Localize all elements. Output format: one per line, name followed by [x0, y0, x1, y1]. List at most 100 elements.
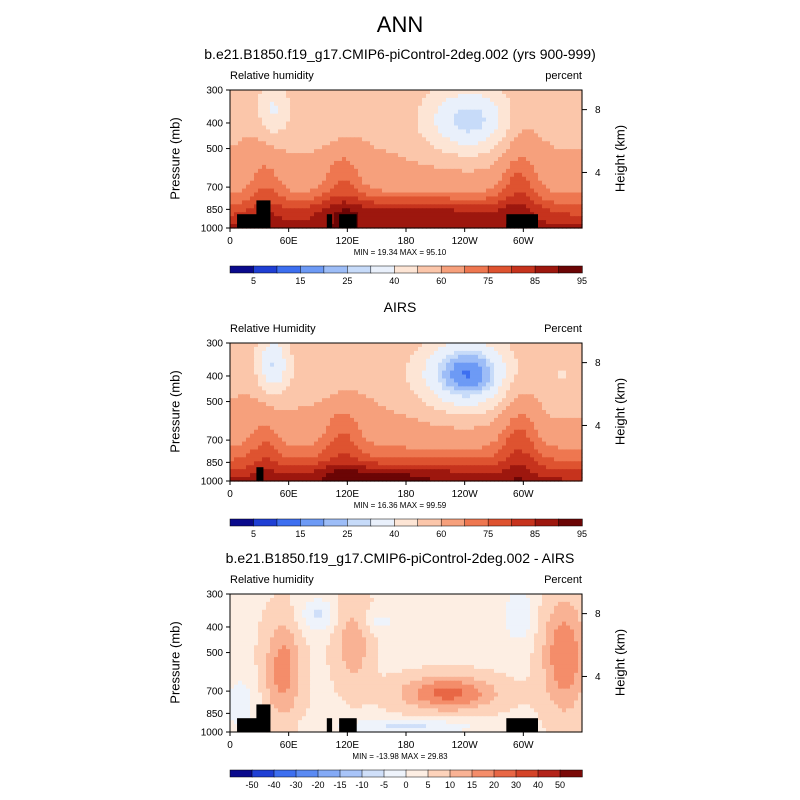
- heatmap-cell: [414, 378, 419, 384]
- heatmap-cell: [254, 90, 259, 95]
- heatmap-cell: [234, 362, 239, 368]
- heatmap-cell: [402, 390, 407, 395]
- heatmap-cell: [414, 417, 419, 423]
- heatmap-cell: [242, 366, 247, 372]
- heatmap-cell: [518, 141, 523, 146]
- heatmap-cell: [510, 180, 515, 186]
- heatmap-cell: [566, 133, 571, 138]
- heatmap-cell: [310, 93, 315, 99]
- heatmap-cell: [514, 149, 519, 154]
- heatmap-cell: [546, 374, 551, 380]
- heatmap-cell: [398, 390, 403, 395]
- heatmap-cell: [390, 125, 395, 131]
- heatmap-cell: [502, 394, 507, 399]
- heatmap-cell: [386, 390, 391, 395]
- heatmap-cell: [402, 121, 407, 127]
- heatmap-cell: [442, 366, 447, 372]
- heatmap-cell: [394, 145, 399, 150]
- heatmap-cell: [458, 121, 463, 127]
- heatmap-cell: [318, 374, 323, 380]
- heatmap-cell: [490, 350, 495, 356]
- heatmap-cell: [482, 417, 487, 423]
- heatmap-cell: [358, 101, 363, 107]
- heatmap-cell: [318, 109, 323, 115]
- heatmap-cell: [530, 362, 535, 368]
- heatmap-cell: [538, 370, 543, 376]
- heatmap-cell: [398, 168, 403, 174]
- heatmap-cell: [246, 90, 251, 95]
- heatmap-cell: [518, 362, 523, 368]
- heatmap-cell: [554, 157, 559, 162]
- heatmap-cell: [278, 101, 283, 107]
- heatmap-cell: [482, 220, 487, 225]
- heatmap-cell: [442, 109, 447, 115]
- heatmap-cell: [274, 188, 279, 194]
- heatmap-cell: [254, 188, 259, 194]
- heatmap-cell: [406, 370, 411, 376]
- heatmap-cell: [466, 133, 471, 138]
- heatmap-cell: [434, 105, 439, 111]
- heatmap-cell: [374, 421, 379, 427]
- heatmap-cell: [342, 157, 347, 162]
- heatmap-cell: [246, 200, 251, 205]
- heatmap-cell: [342, 421, 347, 427]
- heatmap-cell: [350, 374, 355, 380]
- heatmap-cell: [274, 374, 279, 380]
- heatmap-cell: [230, 216, 235, 221]
- heatmap-cell: [390, 208, 395, 213]
- heatmap-cell: [570, 176, 575, 182]
- heatmap-cell: [310, 97, 315, 103]
- heatmap-cell: [298, 362, 303, 368]
- heatmap-cell: [254, 176, 259, 182]
- heatmap-cell: [382, 90, 387, 95]
- heatmap-cell: [342, 386, 347, 391]
- heatmap-cell: [334, 172, 339, 178]
- heatmap-cell: [402, 362, 407, 368]
- heatmap-cell: [362, 145, 367, 150]
- heatmap-cell: [230, 164, 235, 170]
- heatmap-cell: [522, 168, 527, 174]
- heatmap-cell: [518, 421, 523, 427]
- heatmap-cell: [458, 176, 463, 182]
- heatmap-cell: [514, 113, 519, 119]
- heatmap-cell: [290, 398, 295, 403]
- heatmap-cell: [398, 172, 403, 178]
- heatmap-cell: [282, 406, 287, 411]
- heatmap-cell: [294, 121, 299, 127]
- heatmap-cell: [466, 390, 471, 395]
- heatmap-cell: [398, 105, 403, 111]
- heatmap-cell: [398, 192, 403, 198]
- heatmap-cell: [294, 413, 299, 419]
- heatmap-cell: [434, 125, 439, 131]
- heatmap-cell: [566, 180, 571, 186]
- heatmap-cell: [422, 145, 427, 150]
- heatmap-cell: [454, 180, 459, 186]
- heatmap-cell: [302, 97, 307, 103]
- heatmap-cell: [566, 184, 571, 190]
- heatmap-cell: [322, 93, 327, 99]
- heatmap-cell: [282, 145, 287, 150]
- heatmap-cell: [530, 386, 535, 391]
- heatmap-cell: [510, 141, 515, 146]
- heatmap-cell: [502, 208, 507, 213]
- heatmap-cell: [522, 121, 527, 127]
- heatmap-cell: [570, 386, 575, 391]
- heatmap-cell: [282, 109, 287, 115]
- heatmap-cell: [434, 374, 439, 380]
- heatmap-cell: [570, 105, 575, 111]
- heatmap-cell: [486, 129, 491, 134]
- heatmap-cell: [238, 394, 243, 399]
- heatmap-cell: [494, 125, 499, 131]
- heatmap-cell: [330, 212, 335, 217]
- heatmap-cell: [478, 358, 483, 364]
- heatmap-cell: [398, 204, 403, 209]
- heatmap-cell: [510, 204, 515, 209]
- heatmap-cell: [430, 129, 435, 134]
- heatmap-cell: [358, 398, 363, 403]
- heatmap-cell: [418, 208, 423, 213]
- heatmap-cell: [410, 413, 415, 419]
- heatmap-cell: [342, 402, 347, 407]
- heatmap-cell: [494, 417, 499, 423]
- heatmap-cell: [578, 343, 583, 348]
- heatmap-cell: [238, 346, 243, 352]
